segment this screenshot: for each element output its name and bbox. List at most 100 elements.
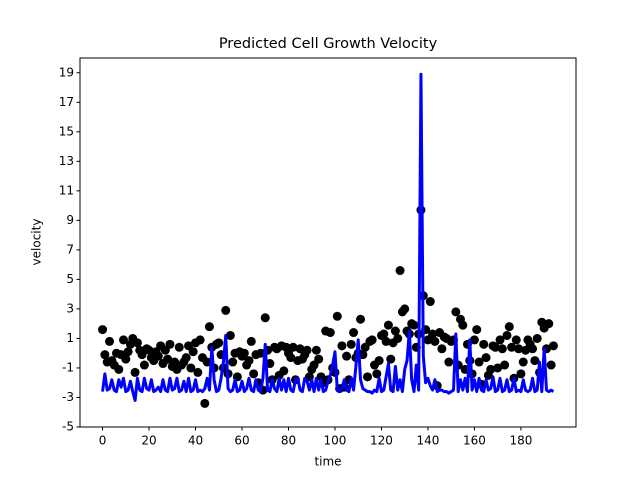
scatter-point <box>288 342 298 352</box>
scatter-point <box>302 345 312 355</box>
scatter-point <box>532 333 542 343</box>
scatter-point <box>486 364 496 374</box>
scatter-point <box>386 354 396 364</box>
scatter-point <box>246 336 256 346</box>
scatter-point <box>548 341 558 351</box>
scatter-point <box>181 353 191 363</box>
plot-frame <box>79 57 577 428</box>
scatter-point <box>383 320 393 330</box>
scatter-point <box>123 347 133 357</box>
scatter-point <box>100 350 110 360</box>
scatter-point <box>409 320 419 330</box>
scatter-point <box>474 357 484 367</box>
y-tick-label: 15 <box>59 124 74 138</box>
scatter-point <box>279 366 289 376</box>
scatter-point <box>425 297 435 307</box>
scatter-point <box>195 335 205 345</box>
scatter-point <box>390 326 400 336</box>
scatter-point <box>511 335 521 345</box>
scatter-point <box>349 328 359 338</box>
series-line <box>101 72 555 402</box>
scatter-point <box>367 335 377 345</box>
scatter-point <box>444 357 454 367</box>
scatter-point <box>186 363 196 373</box>
scatter-point <box>342 351 352 361</box>
x-tick-label: 40 <box>188 434 203 448</box>
scatter-point <box>256 348 266 358</box>
scatter-point <box>490 342 500 352</box>
scatter-point <box>395 266 405 276</box>
y-tick-label: 5 <box>66 272 74 286</box>
scatter-point <box>363 372 373 382</box>
y-tick-label: -3 <box>62 390 74 404</box>
scatter-point <box>325 328 335 338</box>
x-tick-label: 20 <box>141 434 156 448</box>
scatter-point <box>504 322 514 332</box>
scatter-point <box>356 314 366 324</box>
scatter-point <box>528 344 538 354</box>
scatter-point <box>502 330 512 340</box>
scatter-point <box>174 342 184 352</box>
scatter-point <box>153 351 163 361</box>
y-tick-label: 1 <box>66 331 74 345</box>
x-tick-label: 120 <box>370 434 393 448</box>
scatter-point <box>516 369 526 379</box>
scatter-point <box>379 329 389 339</box>
scatter-point <box>393 333 403 343</box>
scatter-point <box>400 304 410 314</box>
scatter-point <box>495 335 505 345</box>
y-tick-label: 19 <box>59 65 74 79</box>
x-tick-label: 0 <box>99 434 107 448</box>
x-tick-label: 100 <box>324 434 347 448</box>
x-tick-label: 180 <box>509 434 532 448</box>
scatter-point <box>239 348 249 358</box>
scatter-point <box>114 364 124 374</box>
scatter-point <box>314 354 324 364</box>
scatter-point <box>430 336 440 346</box>
x-tick-label: 140 <box>416 434 439 448</box>
scatter-point <box>544 319 554 329</box>
y-axis-label: velocity <box>30 219 44 266</box>
scatter-point <box>346 339 356 349</box>
scatter-point <box>381 336 391 346</box>
x-axis-label: time <box>314 455 341 469</box>
scatter-point <box>121 354 131 364</box>
y-tick-label: 7 <box>66 242 74 256</box>
scatter-point <box>458 320 468 330</box>
y-tick-label: -5 <box>62 420 74 434</box>
scatter-point <box>200 398 210 408</box>
scatter-point <box>479 339 489 349</box>
scatter-point <box>165 339 175 349</box>
y-tick-label: 11 <box>59 183 74 197</box>
scatter-point <box>428 329 438 339</box>
scatter-point <box>170 357 180 367</box>
scatter-point <box>514 344 524 354</box>
scatter-point <box>493 363 503 373</box>
scatter-point <box>286 353 296 363</box>
y-tick-label: 3 <box>66 301 74 315</box>
scatter-point <box>437 344 447 354</box>
scatter-point <box>204 322 214 332</box>
scatter-point <box>193 367 203 377</box>
scatter-point <box>214 338 224 348</box>
scatter-point <box>188 347 198 357</box>
scatter-point <box>260 313 270 323</box>
scatter-point <box>481 353 491 363</box>
y-tick-label: 17 <box>59 95 74 109</box>
scatter-point <box>249 369 259 379</box>
y-tick-label: 13 <box>59 154 74 168</box>
scatter-point <box>332 311 342 321</box>
scatter-point <box>451 307 461 317</box>
scatter-point <box>337 341 347 351</box>
scatter-point <box>507 342 517 352</box>
y-tick-label: -1 <box>62 360 74 374</box>
scatter-point <box>518 357 528 367</box>
x-tick-label: 60 <box>234 434 249 448</box>
y-tick-label: 9 <box>66 213 74 227</box>
scatter-point <box>469 335 479 345</box>
scatter-point <box>221 305 231 315</box>
x-tick-label: 80 <box>281 434 296 448</box>
scatter-point <box>472 325 482 335</box>
scatter-point <box>228 357 238 367</box>
